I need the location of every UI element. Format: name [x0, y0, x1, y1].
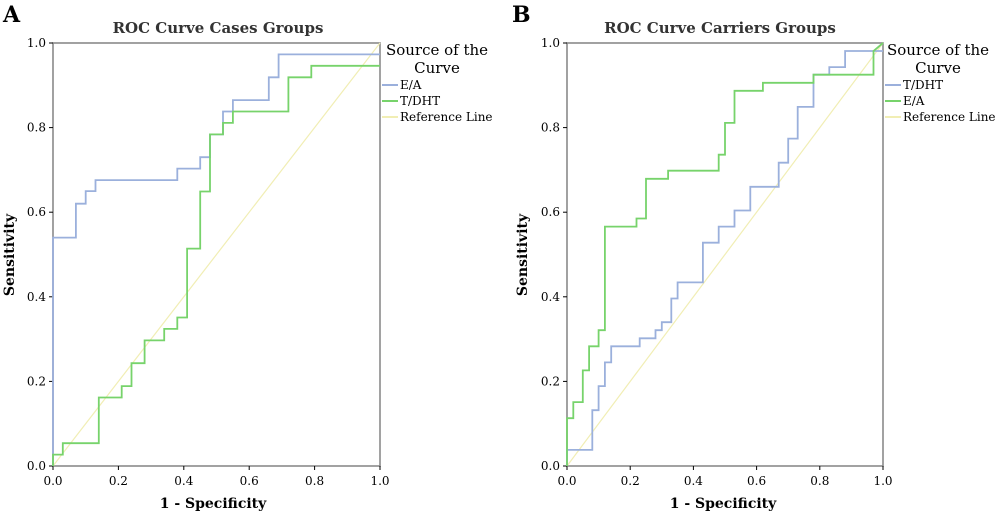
panel-a-x-tick-label: 0.6 [240, 474, 259, 488]
panel-a-y-axis-title: Sensitivity [2, 213, 18, 296]
panel-b-series-e-a [566, 42, 884, 466]
panel-b-y-tick-label: 1.0 [541, 36, 560, 50]
panel-a-x-axis-title: 1 - Specificity [160, 496, 267, 512]
panel-b-series-t-dht [566, 50, 883, 466]
panel-a-series-reference-line [52, 42, 381, 467]
panel-b-series [566, 42, 884, 467]
panel-a-legend-label-t-dht: T/DHT [400, 94, 440, 108]
panel-b-plot-frame [566, 42, 884, 467]
panel-b-x-tick-label: 0.8 [810, 474, 829, 488]
panel-a-y-tick-label: 0.6 [27, 205, 46, 219]
panel-b-x-axis-title: 1 - Specificity [670, 496, 777, 512]
panel-a-legend-label-reference-line: Reference Line [400, 110, 493, 124]
panel-b-x-tick-label: 0.2 [621, 474, 640, 488]
panel-a-legend-label-e-a: E/A [400, 78, 422, 92]
panel-a-x-tick-label: 0.2 [109, 474, 128, 488]
panel-a-series-t-dht [52, 64, 380, 466]
panel-a-x-tick-label: 0.0 [43, 474, 62, 488]
panel-a-letter: A [2, 2, 21, 28]
panel-b-x-tick-label: 0.0 [557, 474, 576, 488]
panel-b-y-tick-label: 0.4 [541, 290, 560, 304]
panel-b-y-tick-label: 0.2 [541, 374, 560, 388]
panel-a-series [52, 42, 381, 467]
panel-a: A ROC Curve Cases Groups 1 - Specificity… [2, 2, 493, 512]
panel-a-y-tick-label: 0.4 [27, 290, 46, 304]
panel-a-y-tick-label: 1.0 [27, 36, 46, 50]
panel-a-y-tick-label: 0.8 [27, 121, 46, 135]
panel-a-ticks: 0.0 0.2 0.4 0.6 0.8 1.0 0.0 0.2 0.4 0.6 0.8 1.0 [27, 36, 390, 488]
panel-a-y-tick-label: 0.2 [27, 374, 46, 388]
panel-b-y-tick-label: 0.8 [541, 121, 560, 135]
panel-b-title: ROC Curve Carriers Groups [604, 19, 836, 37]
panel-b-x-tick-label: 0.4 [684, 474, 703, 488]
panel-b-x-tick-label: 0.6 [747, 474, 766, 488]
panel-a-legend-title-line2: Curve [414, 59, 460, 77]
panel-b-x-tick-label: 1.0 [873, 474, 892, 488]
panel-b: B ROC Curve Carriers Groups 1 - Specific… [512, 2, 996, 512]
panel-b-legend-title-line1: Source of the [887, 41, 989, 59]
panel-a-x-tick-label: 0.4 [174, 474, 193, 488]
panel-b-legend-label-reference-line: Reference Line [903, 110, 996, 124]
panel-b-legend-label-t-dht: T/DHT [903, 78, 943, 92]
panel-a-x-tick-label: 1.0 [370, 474, 389, 488]
panel-b-y-tick-label: 0.0 [541, 459, 560, 473]
panel-b-y-tick-label: 0.6 [541, 205, 560, 219]
panel-b-y-axis-title: Sensitivity [515, 213, 531, 296]
panel-b-legend-label-e-a: E/A [903, 94, 925, 108]
panel-a-y-tick-label: 0.0 [27, 459, 46, 473]
panel-b-letter: B [512, 2, 531, 28]
panel-b-ticks: 0.0 0.2 0.4 0.6 0.8 1.0 0.0 0.2 0.4 0.6 0.8 1.0 [541, 36, 893, 488]
panel-a-title: ROC Curve Cases Groups [113, 19, 324, 37]
panel-b-legend: Source of the Curve T/DHT E/A Reference Li… [885, 41, 996, 124]
panel-a-legend: Source of the Curve E/A T/DHT Reference Li… [382, 41, 493, 124]
panel-b-legend-title-line2: Curve [915, 59, 961, 77]
panel-a-legend-title-line1: Source of the [386, 41, 488, 59]
panel-b-series-reference-line [566, 42, 884, 467]
panel-a-series-e-a [52, 53, 380, 466]
panel-a-x-tick-label: 0.8 [305, 474, 324, 488]
